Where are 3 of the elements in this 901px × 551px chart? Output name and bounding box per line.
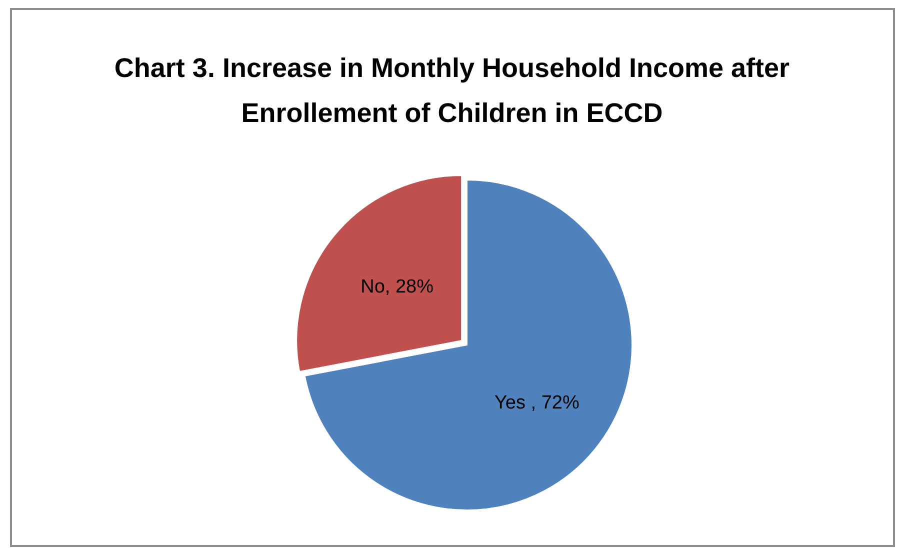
slice-label: No, 28% xyxy=(360,276,434,298)
slice-label: Yes , 72% xyxy=(494,392,580,414)
chart-title: Chart 3. Increase in Monthly Household Income after Enrollement of Children in ECCD xyxy=(113,52,791,130)
